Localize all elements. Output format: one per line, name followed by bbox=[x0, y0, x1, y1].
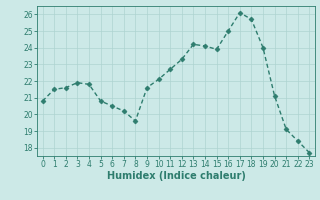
X-axis label: Humidex (Indice chaleur): Humidex (Indice chaleur) bbox=[107, 171, 245, 181]
